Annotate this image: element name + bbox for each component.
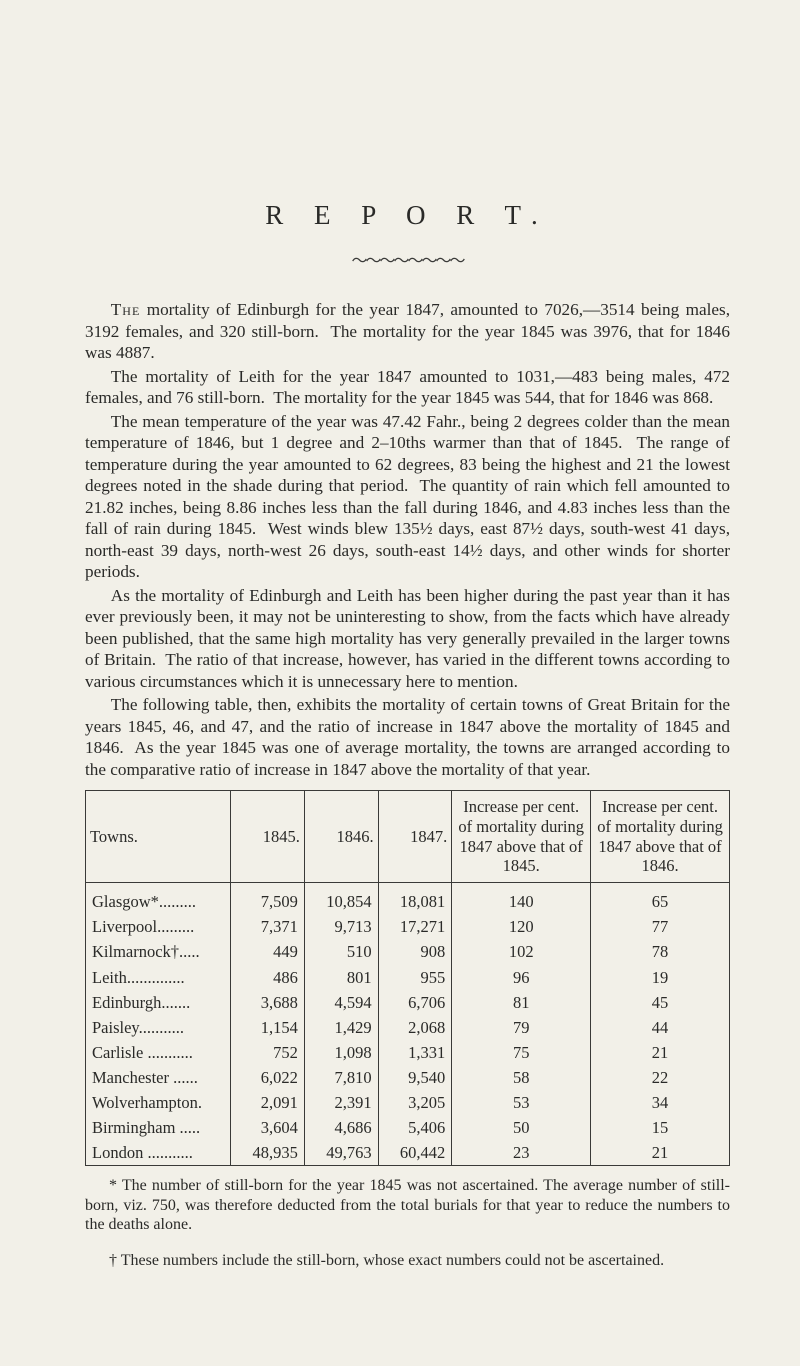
drop-word: The: [111, 300, 141, 319]
table-cell: 908: [378, 939, 452, 964]
table-cell: 4,686: [304, 1115, 378, 1140]
table-cell: 81: [452, 990, 591, 1015]
table-cell: 10,854: [304, 883, 378, 915]
table-cell: 2,391: [304, 1090, 378, 1115]
table-body: Glasgow*.........7,50910,85418,08114065L…: [86, 883, 730, 1166]
table-cell: 79: [452, 1015, 591, 1040]
table-cell: 2,068: [378, 1015, 452, 1040]
table-cell: 140: [452, 883, 591, 915]
table-cell: 3,205: [378, 1090, 452, 1115]
table-cell: Kilmarnock†.....: [86, 939, 231, 964]
table-cell: 7,509: [231, 883, 305, 915]
table-cell: Manchester ......: [86, 1065, 231, 1090]
table-row: Glasgow*.........7,50910,85418,08114065: [86, 883, 730, 915]
table-cell: 752: [231, 1040, 305, 1065]
page: R E P O R T. ～～～～～～～～ The mortality of E…: [0, 0, 800, 1366]
table-cell: 50: [452, 1115, 591, 1140]
table-row: London ...........48,93549,76360,4422321: [86, 1140, 730, 1166]
col-header-1845: 1845.: [231, 791, 305, 883]
table-cell: 58: [452, 1065, 591, 1090]
table-cell: 9,713: [304, 914, 378, 939]
paragraph-text: mortality of Edinburgh for the year 1847…: [85, 300, 734, 362]
table-cell: 955: [378, 965, 452, 990]
table-cell: Carlisle ...........: [86, 1040, 231, 1065]
table-cell: 21: [591, 1140, 730, 1166]
table-cell: 21: [591, 1040, 730, 1065]
footnote-star: * The number of still-born for the year …: [85, 1176, 730, 1235]
table-cell: 486: [231, 965, 305, 990]
table-cell: 96: [452, 965, 591, 990]
table-header-row: Towns. 1845. 1846. 1847. Increase per ce…: [86, 791, 730, 883]
table-cell: 44: [591, 1015, 730, 1040]
table-cell: Edinburgh.......: [86, 990, 231, 1015]
table-cell: 1,429: [304, 1015, 378, 1040]
table-cell: 9,540: [378, 1065, 452, 1090]
col-header-towns: Towns.: [86, 791, 231, 883]
table-cell: 120: [452, 914, 591, 939]
table-row: Birmingham .....3,6044,6865,4065015: [86, 1115, 730, 1140]
table-cell: 17,271: [378, 914, 452, 939]
table-cell: 22: [591, 1065, 730, 1090]
paragraph: The mortality of Edinburgh for the year …: [85, 299, 730, 364]
mortality-table: Towns. 1845. 1846. 1847. Increase per ce…: [85, 790, 730, 1166]
table-cell: 49,763: [304, 1140, 378, 1166]
table-row: Kilmarnock†.....44951090810278: [86, 939, 730, 964]
table-cell: 5,406: [378, 1115, 452, 1140]
table-cell: 510: [304, 939, 378, 964]
table-cell: 1,098: [304, 1040, 378, 1065]
col-header-inc-1845: Increase per cent. of mortality dur­ing …: [452, 791, 591, 883]
table-cell: 2,091: [231, 1090, 305, 1115]
table-row: Carlisle ...........7521,0981,3317521: [86, 1040, 730, 1065]
table-cell: 75: [452, 1040, 591, 1065]
table-cell: 7,371: [231, 914, 305, 939]
paragraph: The following table, then, exhibits the …: [85, 694, 730, 780]
table-cell: 102: [452, 939, 591, 964]
title-ornament: ～～～～～～～～: [85, 247, 730, 271]
table-row: Paisley...........1,1541,4292,0687944: [86, 1015, 730, 1040]
table-cell: 449: [231, 939, 305, 964]
table-cell: 7,810: [304, 1065, 378, 1090]
table-cell: Wolverhampton.: [86, 1090, 231, 1115]
table-cell: 60,442: [378, 1140, 452, 1166]
table-cell: Paisley...........: [86, 1015, 231, 1040]
table-cell: 3,688: [231, 990, 305, 1015]
table-cell: Leith..............: [86, 965, 231, 990]
table-cell: 78: [591, 939, 730, 964]
table-cell: 53: [452, 1090, 591, 1115]
paragraph: The mortality of Leith for the year 1847…: [85, 366, 730, 409]
table-row: Wolverhampton.2,0912,3913,2055334: [86, 1090, 730, 1115]
page-title: R E P O R T.: [85, 200, 730, 231]
table-cell: 1,331: [378, 1040, 452, 1065]
table-cell: Birmingham .....: [86, 1115, 231, 1140]
table-row: Leith..............4868019559619: [86, 965, 730, 990]
table-cell: 15: [591, 1115, 730, 1140]
table-cell: 48,935: [231, 1140, 305, 1166]
table-cell: 19: [591, 965, 730, 990]
table-row: Edinburgh.......3,6884,5946,7068145: [86, 990, 730, 1015]
footnote-dagger: † These numbers include the still-born, …: [85, 1251, 730, 1271]
table-cell: London ...........: [86, 1140, 231, 1166]
table-cell: 3,604: [231, 1115, 305, 1140]
table-cell: 77: [591, 914, 730, 939]
col-header-inc-1846: Increase per cent. of mortality dur­ing …: [591, 791, 730, 883]
table-cell: 65: [591, 883, 730, 915]
table-cell: 4,594: [304, 990, 378, 1015]
table-row: Liverpool.........7,3719,71317,27112077: [86, 914, 730, 939]
table-cell: Glasgow*.........: [86, 883, 231, 915]
table-row: Manchester ......6,0227,8109,5405822: [86, 1065, 730, 1090]
table-cell: 18,081: [378, 883, 452, 915]
col-header-1846: 1846.: [304, 791, 378, 883]
table-cell: 34: [591, 1090, 730, 1115]
paragraph: As the mortality of Edinburgh and Leith …: [85, 585, 730, 693]
table-cell: Liverpool.........: [86, 914, 231, 939]
table-cell: 1,154: [231, 1015, 305, 1040]
table-cell: 23: [452, 1140, 591, 1166]
table-cell: 801: [304, 965, 378, 990]
col-header-1847: 1847.: [378, 791, 452, 883]
paragraph: The mean temperature of the year was 47.…: [85, 411, 730, 583]
table-cell: 6,706: [378, 990, 452, 1015]
table-cell: 45: [591, 990, 730, 1015]
table-cell: 6,022: [231, 1065, 305, 1090]
